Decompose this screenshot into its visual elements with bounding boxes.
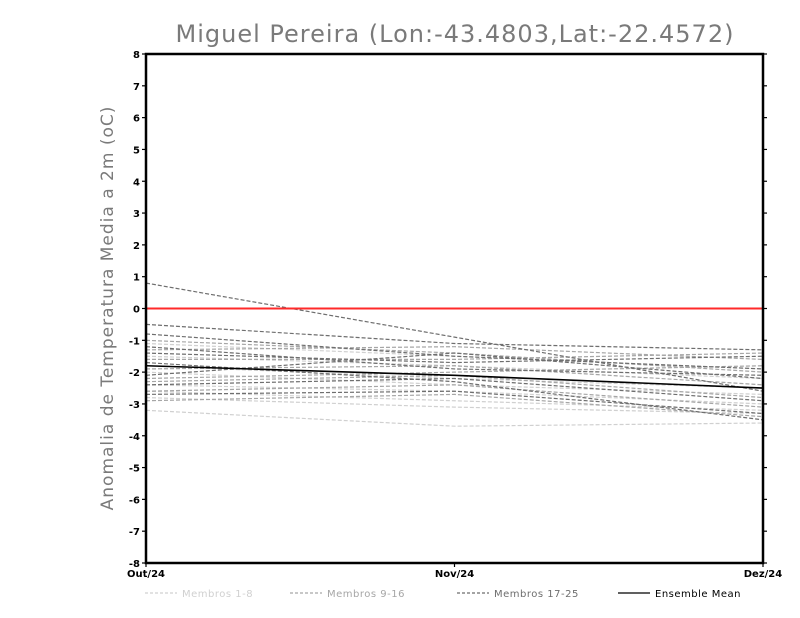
- y-tick-label: 5: [133, 145, 140, 156]
- y-tick-label: -3: [129, 400, 140, 411]
- member-series-line: [145, 396, 764, 415]
- member-series-line: [145, 365, 764, 380]
- y-axis-label: Anomalia de Temperatura Media a 2m (oC): [98, 106, 118, 511]
- legend-label: Ensemble Mean: [655, 589, 741, 600]
- y-tick-label: 7: [133, 82, 140, 93]
- y-tick-label: 3: [133, 209, 140, 220]
- member-series-line: [145, 384, 764, 408]
- legend-label: Membros 1-8: [182, 589, 253, 600]
- member-series-line: [145, 390, 764, 415]
- member-series-line: [145, 377, 764, 402]
- member-series-line: [145, 352, 764, 380]
- member-series-line: [145, 323, 764, 351]
- member-series-line: [145, 390, 764, 411]
- y-tick-label: -8: [129, 559, 140, 570]
- y-tick-label: -4: [129, 432, 140, 443]
- y-tick-label: -2: [129, 368, 140, 379]
- y-tick-label: 1: [133, 273, 140, 284]
- member-series-line: [145, 393, 764, 418]
- member-series-line: [145, 333, 764, 370]
- x-tick-label: Out/24: [127, 569, 165, 580]
- y-tick-label: 6: [133, 114, 140, 125]
- plot-frame: [144, 52, 765, 565]
- legend: Membros 1-8 Membros 9-16 Membros 17-25 Ense…: [145, 589, 741, 600]
- legend-label: Membros 9-16: [327, 589, 405, 600]
- legend-label: Membros 17-25: [494, 589, 579, 600]
- y-tick-label: -6: [129, 495, 140, 506]
- y-tick-label: 0: [133, 305, 140, 316]
- member-series-line: [145, 352, 764, 364]
- y-tick-label: 4: [133, 177, 140, 188]
- member-series-line: [145, 346, 764, 376]
- x-tick-label: Dez/24: [744, 569, 783, 580]
- y-tick-label: -1: [129, 336, 140, 347]
- x-tick-label: Nov/24: [435, 569, 474, 580]
- member-series-line: [145, 282, 764, 392]
- member-series-line: [146, 352, 764, 360]
- member-series-line: [145, 409, 764, 427]
- ensemble-mean-line: [145, 364, 764, 389]
- member-series-line: [145, 346, 764, 360]
- y-tick-label: -7: [129, 527, 140, 538]
- y-tick-label: 2: [133, 241, 140, 252]
- y-tick-label: 8: [133, 50, 140, 61]
- chart-title: Miguel Pereira (Lon:-43.4803,Lat:-22.457…: [176, 20, 735, 48]
- y-tick-label: -5: [129, 464, 140, 475]
